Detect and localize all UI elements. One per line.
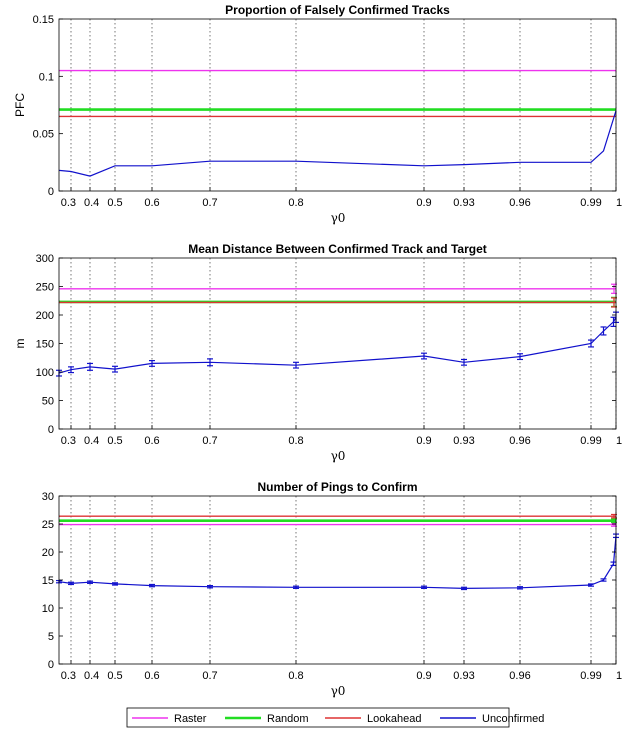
y-axis-label: PFC — [13, 93, 27, 117]
chart-title: Number of Pings to Confirm — [258, 480, 418, 494]
y-tick-label: 0.05 — [33, 129, 54, 141]
y-tick-label: 150 — [36, 339, 54, 351]
x-tick-label: 0.99 — [580, 435, 601, 447]
y-tick-label: 100 — [36, 367, 54, 379]
x-tick-label: 0.9 — [416, 197, 431, 209]
y-tick-label: 50 — [42, 396, 54, 408]
chart-panel-1: 0 0.05 0.1 0.15 0.3 0.4 0.5 0.6 0.7 0.8 0.9 0.93 0.9… — [13, 3, 622, 225]
x-axis-label: γ0 — [331, 684, 346, 698]
legend-box — [126, 707, 510, 728]
axes-frame — [58, 18, 617, 192]
x-tick-label: 0.3 — [61, 435, 76, 447]
y-tick-label: 5 — [48, 631, 54, 643]
x-tick-label: 0.4 — [84, 197, 99, 209]
y-tick-label: 20 — [42, 547, 54, 559]
x-tick-label: 0.93 — [453, 197, 474, 209]
y-tick-label: 0.15 — [33, 14, 54, 26]
y-tick-label: 250 — [36, 282, 54, 294]
x-tick-label: 0.6 — [144, 435, 159, 447]
x-tick-label: 0.96 — [509, 435, 530, 447]
x-tick-label: 0.7 — [202, 435, 217, 447]
x-tick-label: 0.99 — [580, 197, 601, 209]
y-tick-label: 10 — [42, 603, 54, 615]
y-tick-label: 0.1 — [39, 71, 54, 83]
x-tick-label: 0.96 — [509, 670, 530, 682]
x-tick-label: 0.8 — [288, 435, 303, 447]
y-tick-label: 25 — [42, 519, 54, 531]
chart-panel-2: 0 50 100 150 200 250 300 0.3 0.4 0.5 0.6 0.7 0.8 0.9 0… — [13, 242, 622, 463]
x-tick-label: 0.7 — [202, 197, 217, 209]
y-tick-label: 30 — [42, 491, 54, 503]
x-tick-label: 0.5 — [107, 435, 122, 447]
x-tick-label: 0.4 — [84, 435, 99, 447]
chart-panels: 0 0.05 0.1 0.15 0.3 0.4 0.5 0.6 0.7 0.8 0.9 0.93 0.9… — [13, 3, 622, 698]
x-tick-label: 0.5 — [107, 197, 122, 209]
x-tick-label: 1 — [616, 435, 622, 447]
x-tick-label: 0.9 — [416, 670, 431, 682]
x-tick-label: 0.9 — [416, 435, 431, 447]
y-tick-label: 300 — [36, 253, 54, 265]
x-tick-label: 0.6 — [144, 670, 159, 682]
y-tick-label: 15 — [42, 575, 54, 587]
legend-label-unconfirmed: Unconfirmed — [482, 713, 544, 725]
legend-label-raster: Raster — [174, 713, 207, 725]
y-axis-label: m — [13, 339, 27, 349]
x-tick-label: 0.7 — [202, 670, 217, 682]
y-tick-label: 0 — [48, 659, 54, 671]
chart-panel-3: 0 5 10 15 20 25 30 0.3 0.4 0.5 0.6 0.7 0.8 0.9 0.93 0.9… — [42, 480, 622, 698]
x-tick-label: 0.6 — [144, 197, 159, 209]
chart-title: Proportion of Falsely Confirmed Tracks — [225, 3, 450, 17]
x-tick-label: 0.8 — [288, 670, 303, 682]
series-line-unconfirmed — [58, 317, 617, 374]
x-tick-label: 0.93 — [453, 670, 474, 682]
x-tick-label: 0.5 — [107, 670, 122, 682]
legend-label-lookahead: Lookahead — [367, 713, 421, 725]
x-tick-label: 0.8 — [288, 197, 303, 209]
y-tick-label: 0 — [48, 424, 54, 436]
legend-label-random: Random — [267, 713, 309, 725]
x-tick-label: 1 — [616, 670, 622, 682]
x-axis-label: γ0 — [331, 211, 346, 225]
x-axis-label: γ0 — [331, 449, 346, 463]
x-tick-label: 0.4 — [84, 670, 99, 682]
x-tick-label: 0.93 — [453, 435, 474, 447]
y-tick-label: 200 — [36, 310, 54, 322]
plot-area — [59, 258, 616, 429]
x-tick-label: 0.3 — [61, 670, 76, 682]
x-tick-label: 0.96 — [509, 197, 530, 209]
x-tick-label: 0.3 — [61, 197, 76, 209]
x-tick-label: 1 — [616, 197, 622, 209]
x-tick-label: 0.99 — [580, 670, 601, 682]
series-line-unconfirmed — [58, 110, 617, 177]
chart-title: Mean Distance Between Confirmed Track an… — [188, 242, 487, 256]
legend: Raster Random Lookahead Unconfirmed — [126, 707, 544, 728]
y-tick-label: 0 — [48, 186, 54, 198]
